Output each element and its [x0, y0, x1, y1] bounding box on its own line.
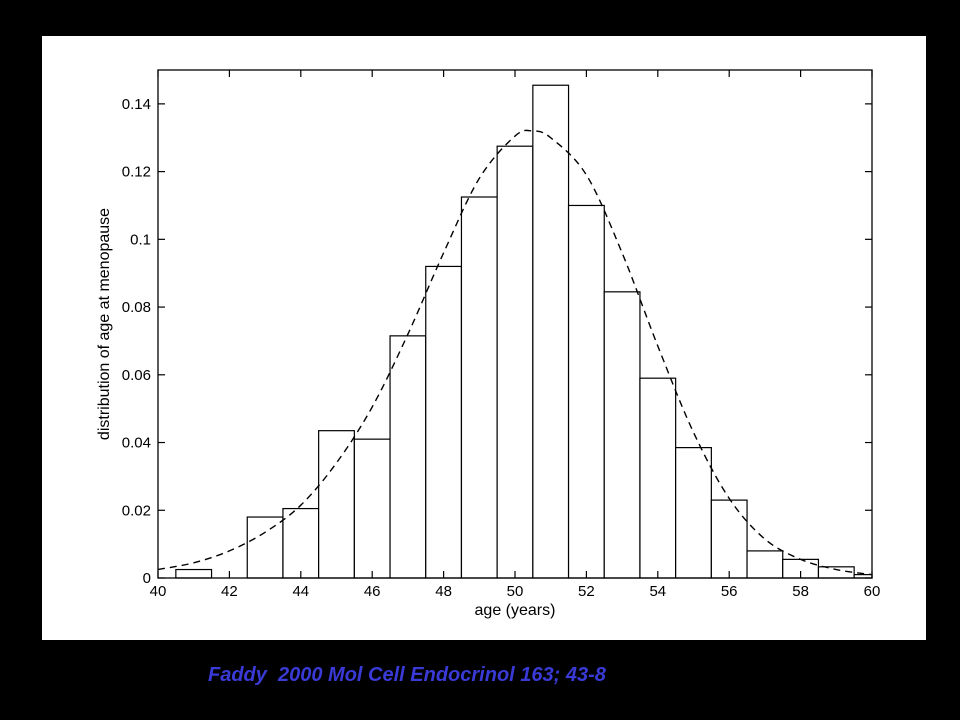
- x-tick-label: 42: [221, 583, 238, 600]
- x-axis-ticks: 40 42 44 46 48 50 52 54 56 58 60: [150, 70, 881, 600]
- x-tick-label: 52: [578, 583, 595, 600]
- histogram-bar: [532, 84, 570, 579]
- x-tick-label: 44: [292, 583, 309, 600]
- histogram-bar: [496, 145, 534, 579]
- y-tick-label: 0.04: [122, 435, 151, 452]
- histogram-bar: [710, 499, 748, 579]
- histogram-bar: [675, 447, 712, 579]
- histogram-bars: [175, 84, 873, 579]
- histogram-bar: [318, 430, 355, 579]
- histogram-bar: [246, 516, 284, 579]
- x-tick-label: 46: [364, 583, 381, 600]
- histogram-bar: [746, 550, 784, 579]
- x-tick-label: 60: [864, 583, 881, 600]
- fitted-distribution-curve: [157, 129, 873, 576]
- histogram-bar: [175, 568, 213, 579]
- y-tick-label: 0.14: [122, 96, 151, 113]
- histogram-bar: [282, 507, 320, 579]
- figure-panel: 40 42 44 46 48 50 52 54 56 58 60 0 0.02 0.04 0.06 0.08…: [42, 36, 926, 640]
- x-tick-label: 50: [507, 583, 524, 600]
- y-axis-ticks: 0 0.02 0.04 0.06 0.08 0.1 0.12 0.14: [122, 96, 872, 587]
- histogram-bar: [567, 204, 605, 579]
- y-tick-label: 0.06: [122, 367, 151, 384]
- histogram-bar: [460, 196, 498, 579]
- x-tick-label: 58: [792, 583, 809, 600]
- y-tick-label: 0: [143, 570, 151, 587]
- x-tick-label: 48: [435, 583, 452, 600]
- y-tick-label: 0.02: [122, 502, 151, 519]
- x-tick-label: 40: [150, 583, 167, 600]
- histogram-bar: [817, 566, 855, 579]
- histogram-bar: [425, 265, 463, 579]
- histogram-bar: [389, 335, 427, 579]
- y-tick-label: 0.1: [130, 231, 151, 248]
- x-tick-label: 56: [721, 583, 738, 600]
- histogram-chart: 40 42 44 46 48 50 52 54 56 58 60 0 0.02 0.04 0.06 0.08…: [96, 69, 881, 619]
- y-tick-label: 0.08: [122, 299, 151, 316]
- x-axis-label: age (years): [475, 602, 556, 619]
- histogram-bar: [603, 291, 641, 579]
- y-tick-label: 0.12: [122, 164, 151, 181]
- histogram-bar: [639, 377, 677, 579]
- x-tick-label: 54: [649, 583, 666, 600]
- citation-text: Faddy 2000 Mol Cell Endocrinol 163; 43-8: [208, 664, 606, 686]
- y-axis-label: distribution of age at menopause: [96, 208, 113, 440]
- histogram-bar: [353, 438, 391, 579]
